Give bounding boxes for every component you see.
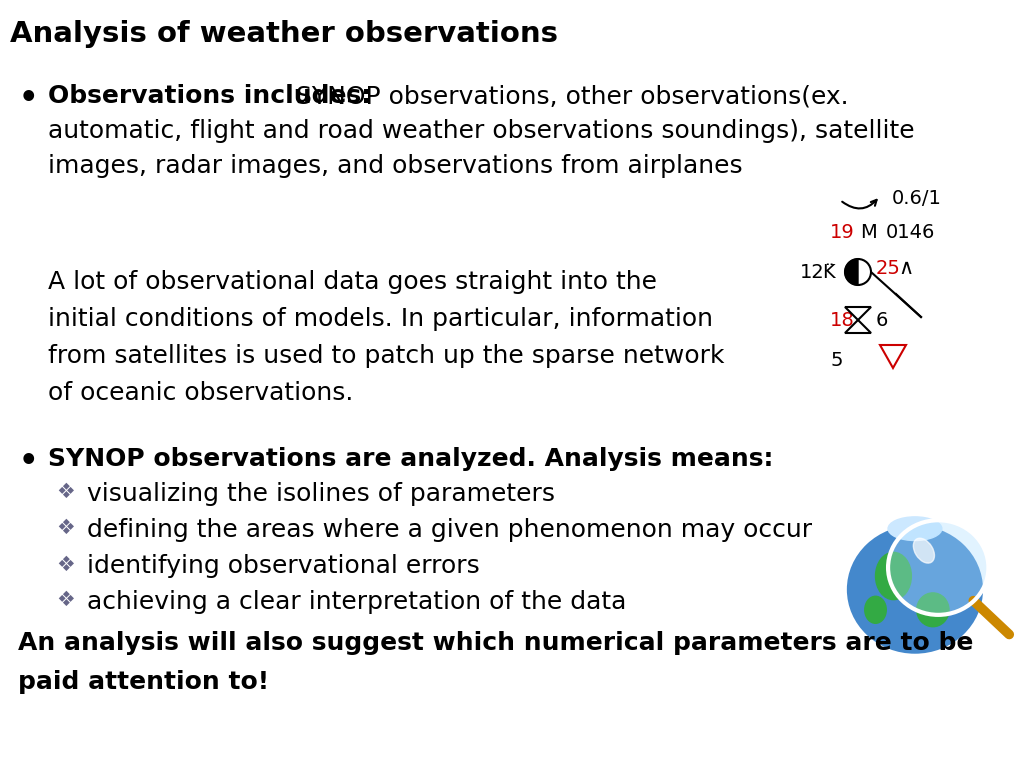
Text: of oceanic observations.: of oceanic observations. [48,381,353,405]
Circle shape [847,525,983,654]
Ellipse shape [864,596,886,624]
Text: 0146: 0146 [886,223,935,241]
Text: •: • [18,84,38,114]
Text: 25: 25 [876,259,901,277]
Text: automatic, flight and road weather observations soundings), satellite: automatic, flight and road weather obser… [48,119,914,143]
Text: •: • [18,447,38,476]
Text: 5: 5 [830,350,843,369]
Text: identifying observational errors: identifying observational errors [87,554,480,578]
Text: 0.6/1: 0.6/1 [892,188,942,207]
Text: SYNOP observations, other observations(ex.: SYNOP observations, other observations(e… [288,84,848,108]
Text: SYNOP observations are analyzed. Analysis means:: SYNOP observations are analyzed. Analysi… [48,447,773,471]
Text: Analysis of weather observations: Analysis of weather observations [10,20,558,48]
Text: images, radar images, and observations from airplanes: images, radar images, and observations f… [48,154,742,177]
Ellipse shape [913,538,935,563]
Wedge shape [845,259,858,285]
Text: M: M [859,223,877,241]
Text: initial conditions of models. In particular, information: initial conditions of models. In particu… [48,307,713,331]
Text: paid attention to!: paid attention to! [18,670,269,694]
Text: 12: 12 [800,263,824,282]
Ellipse shape [888,517,942,541]
Circle shape [888,520,988,615]
Circle shape [845,259,871,285]
Text: 18: 18 [830,310,855,329]
Text: 19: 19 [830,223,855,241]
Text: An analysis will also suggest which numerical parameters are to be: An analysis will also suggest which nume… [18,631,974,655]
Text: ❖: ❖ [56,518,75,538]
Text: ❖: ❖ [56,590,75,610]
Text: ∧: ∧ [898,258,913,278]
Text: from satellites is used to patch up the sparse network: from satellites is used to patch up the … [48,344,725,368]
Text: achieving a clear interpretation of the data: achieving a clear interpretation of the … [87,590,627,614]
Text: ❖: ❖ [56,554,75,574]
Text: ❖: ❖ [56,482,75,502]
Text: defining the areas where a given phenomenon may occur: defining the areas where a given phenome… [87,518,812,542]
Text: Observations includes:: Observations includes: [48,84,372,108]
Text: K̈: K̈ [822,263,835,282]
Text: 6: 6 [876,310,889,329]
Ellipse shape [916,593,949,627]
Text: A lot of observational data goes straight into the: A lot of observational data goes straigh… [48,270,657,294]
Ellipse shape [876,552,911,600]
Text: visualizing the isolines of parameters: visualizing the isolines of parameters [87,482,555,506]
